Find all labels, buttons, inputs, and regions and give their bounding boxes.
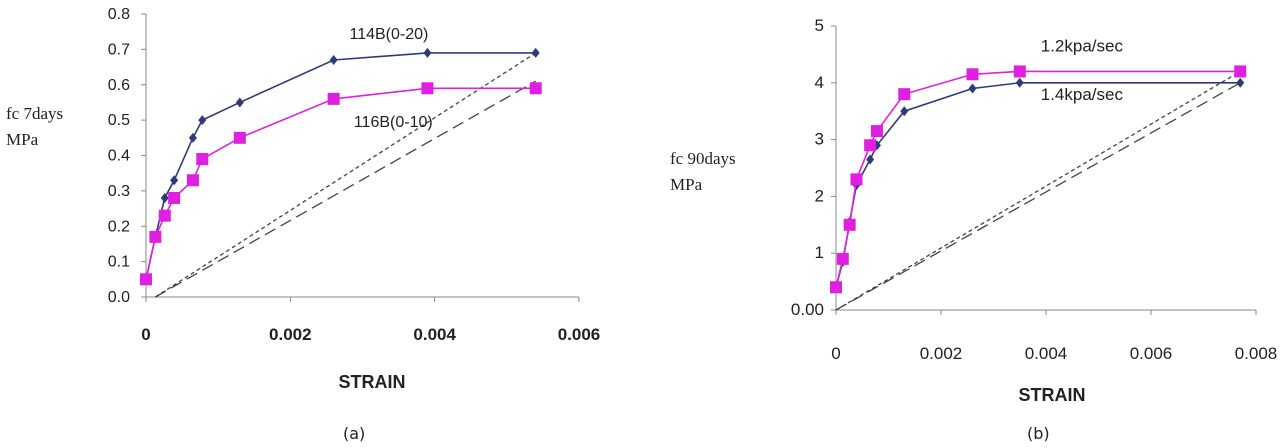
x-tick-label-b: 0.002 (920, 344, 963, 363)
y-tick-label-a: 0.6 (108, 77, 130, 94)
x-tick-label-a: 0 (141, 325, 150, 344)
reference-line-b (835, 82, 1241, 311)
annotation-label-b: 1.2kpa/sec (1041, 37, 1124, 56)
data-point-square-b (1234, 65, 1247, 78)
annotation-label-a: 116B(0-10) (354, 114, 433, 131)
y-tick-label-a: 0.0 (108, 289, 130, 306)
chart-panel-b: 0.00 1 2 3 4 5 0 0.002 0.004 0.006 0.008 STRAIN fc 9… (660, 0, 1286, 448)
x-tick-label-b: 0 (831, 344, 840, 363)
data-point-square-a (196, 153, 209, 166)
data-point-diamond-b (1236, 77, 1245, 88)
data-point-square-a (158, 209, 171, 222)
data-point-square-a (149, 230, 162, 243)
data-point-square-b (966, 68, 979, 81)
chart-a-svg: 0.0 0.1 0.2 0.3 0.4 0.5 0.6 0.7 0.8 0 0.002 0.004 0.… (6, 6, 601, 392)
y-tick-label-a: 0.1 (108, 254, 130, 271)
series-line-a (145, 52, 536, 280)
x-tick-label-b: 0.006 (1130, 344, 1173, 363)
data-point-square-a (168, 191, 181, 204)
x-axis-label-b: STRAIN (1019, 385, 1086, 405)
y-axis-label-a: MPa (6, 130, 39, 149)
y-tick-label-a: 0.8 (108, 6, 130, 23)
data-point-diamond-a (531, 47, 540, 58)
caption-b: (b) (1027, 424, 1050, 443)
data-point-diamond-a (160, 192, 169, 203)
y-tick-label-a: 0.2 (108, 218, 130, 235)
y-axis-label-b: fc 90days (670, 149, 736, 168)
data-point-diamond-a (235, 97, 244, 108)
y-axis-label-a: fc 7days (6, 104, 63, 123)
x-tick-label-b: 0.004 (1025, 344, 1068, 363)
y-tick-label-b: 1 (815, 243, 824, 262)
x-axis-label-a: STRAIN (339, 372, 406, 392)
data-point-diamond-b (900, 106, 909, 117)
data-point-square-b (1013, 65, 1026, 78)
data-point-diamond-b (1015, 77, 1024, 88)
reference-line-a (155, 52, 537, 298)
data-point-square-a (186, 174, 199, 187)
data-point-diamond-a (188, 132, 197, 143)
reference-line-a (155, 80, 537, 298)
data-point-square-b (864, 139, 877, 152)
y-tick-label-b: 0.00 (791, 300, 824, 319)
data-point-square-a (421, 82, 434, 95)
x-tick-label-a: 0.002 (269, 325, 312, 344)
data-point-diamond-a (329, 54, 338, 65)
y-tick-label-a: 0.7 (108, 41, 130, 58)
x-tick-label-b: 0.008 (1235, 344, 1278, 363)
data-point-diamond-a (170, 175, 179, 186)
data-point-square-b (836, 252, 849, 265)
series-line-b (835, 70, 1241, 288)
series-line-a (145, 87, 536, 280)
data-point-square-b (898, 88, 911, 101)
data-point-square-b (830, 281, 842, 294)
chart-panel-a: 0.0 0.1 0.2 0.3 0.4 0.5 0.6 0.7 0.8 0 0.002 0.004 0.… (0, 0, 620, 448)
chart-b-svg: 0.00 1 2 3 4 5 0 0.002 0.004 0.006 0.008 STRAIN fc 9… (670, 16, 1278, 405)
data-point-square-a (140, 273, 152, 286)
data-point-square-a (233, 131, 246, 144)
series-line-b (835, 82, 1241, 288)
data-point-diamond-a (198, 115, 207, 126)
x-tick-label-a: 0.006 (558, 325, 601, 344)
data-point-square-a (529, 82, 542, 95)
annotation-label-b: 1.4kpa/sec (1041, 85, 1124, 104)
y-tick-label-b: 5 (815, 16, 824, 35)
data-point-diamond-a (423, 47, 432, 58)
data-point-square-b (843, 218, 856, 231)
data-point-square-b (850, 173, 863, 186)
caption-a: (a) (343, 424, 366, 443)
data-point-diamond-b (866, 154, 875, 165)
y-tick-label-a: 0.4 (108, 148, 130, 165)
data-point-square-b (870, 125, 883, 138)
data-point-square-a (327, 92, 340, 105)
annotation-label-a: 114B(0-20) (350, 26, 429, 43)
x-tick-label-a: 0.004 (413, 325, 456, 344)
y-tick-label-a: 0.5 (108, 112, 130, 129)
y-tick-label-a: 0.3 (108, 183, 130, 200)
y-tick-label-b: 4 (815, 73, 824, 92)
y-tick-label-b: 2 (815, 186, 824, 205)
reference-line-b (835, 70, 1241, 311)
y-tick-label-b: 3 (815, 130, 824, 149)
y-axis-label-b: MPa (670, 175, 703, 194)
data-point-diamond-b (968, 83, 977, 94)
